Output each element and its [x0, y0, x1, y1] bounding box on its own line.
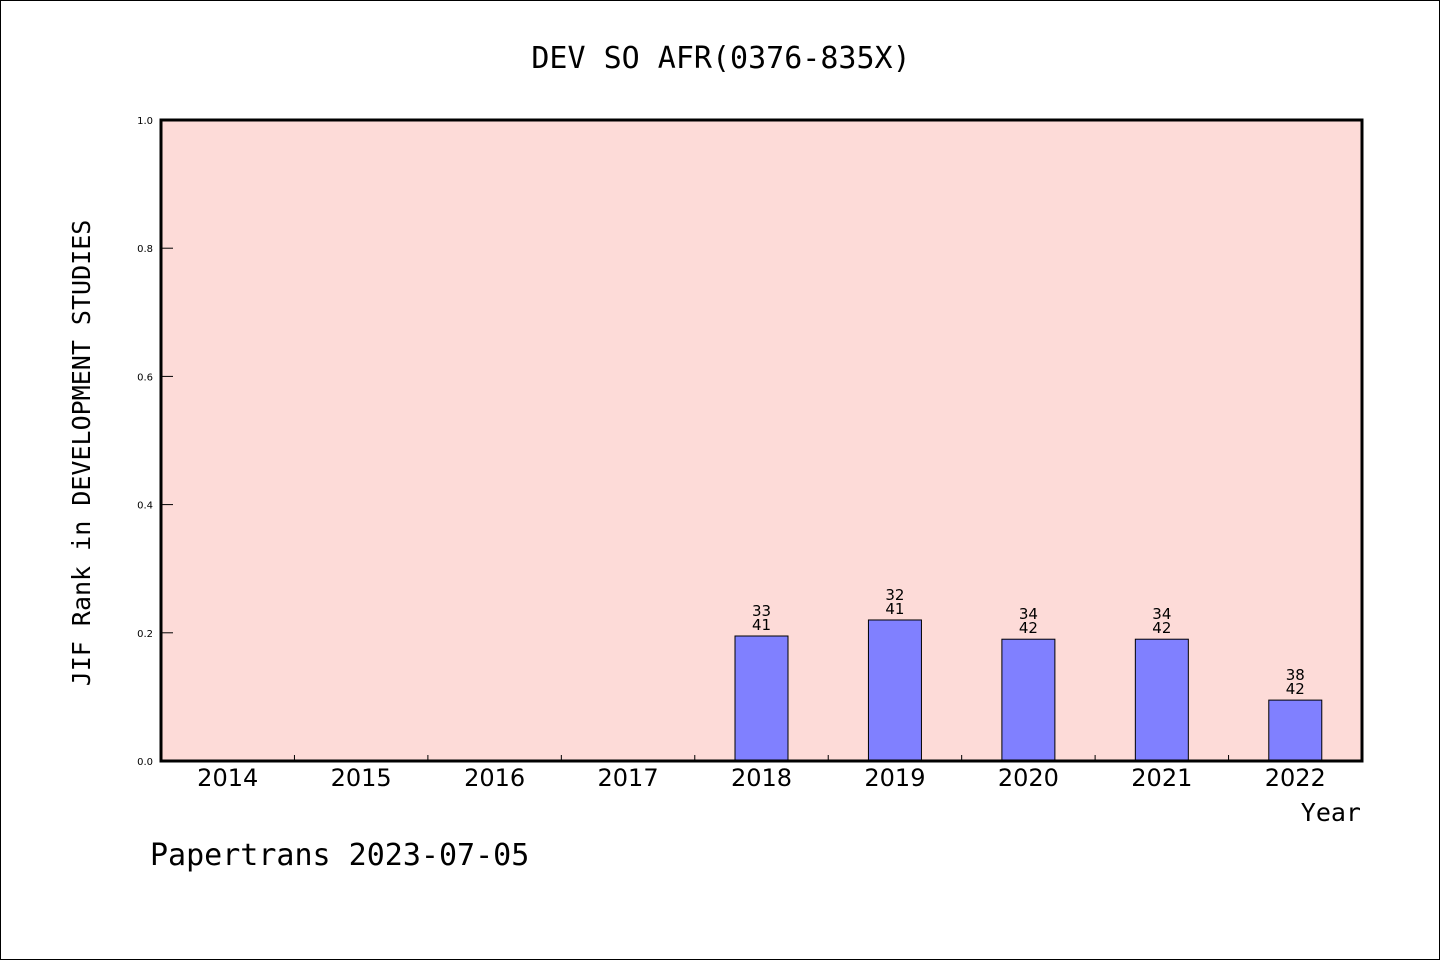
x-axis-label: Year — [1301, 798, 1361, 827]
bar-rank-label: 34 — [1019, 605, 1038, 623]
y-tick-label: 0.4 — [137, 501, 153, 512]
bar-2018 — [734, 635, 789, 762]
chart-title: DEV SO AFR(0376-835X) — [531, 41, 910, 76]
x-tick-label: 2021 — [1131, 764, 1192, 792]
x-tick-label: 2022 — [1265, 764, 1326, 792]
y-axis-label: JIF Rank in DEVELOPMENT STUDIES — [67, 220, 96, 687]
y-tick-label: 1.0 — [137, 116, 153, 127]
bar-total-label: 42 — [1019, 619, 1038, 637]
x-tick-label: 2018 — [731, 764, 792, 792]
bar-total-label: 41 — [885, 600, 904, 618]
bar-2019 — [867, 619, 922, 762]
bar-rank-label: 32 — [885, 586, 904, 604]
x-tick-label: 2015 — [331, 764, 392, 792]
x-tick-label: 2014 — [197, 764, 258, 792]
x-tick-label: 2016 — [464, 764, 525, 792]
bar-2021 — [1134, 638, 1189, 762]
x-axis: 2014 2015 2016 2017 2018 2019 2020 2021 2022 — [197, 755, 1326, 792]
y-tick-label: 0.6 — [137, 372, 153, 383]
bar-rank-label: 33 — [752, 602, 771, 620]
bar-total-label: 41 — [752, 616, 771, 634]
y-tick-label: 0.2 — [137, 629, 153, 640]
y-tick-label: 0.0 — [137, 757, 153, 768]
bar-total-label: 42 — [1286, 680, 1305, 698]
plot-border — [159, 118, 1364, 763]
bar-total-label: 42 — [1152, 619, 1171, 637]
y-axis: 0.0 0.2 0.4 0.6 0.8 1.0 — [137, 116, 173, 768]
bars-group — [734, 619, 1323, 762]
y-tick-label: 0.8 — [137, 244, 153, 255]
bar-rank-label: 38 — [1286, 666, 1305, 684]
bar-rank-label: 34 — [1152, 605, 1171, 623]
footer-credit: Papertrans 2023-07-05 — [150, 838, 529, 873]
x-tick-label: 2019 — [864, 764, 925, 792]
bar-2022 — [1268, 699, 1323, 762]
x-tick-label: 2020 — [998, 764, 1059, 792]
x-tick-label: 2017 — [598, 764, 659, 792]
bar-2020 — [1001, 638, 1056, 762]
